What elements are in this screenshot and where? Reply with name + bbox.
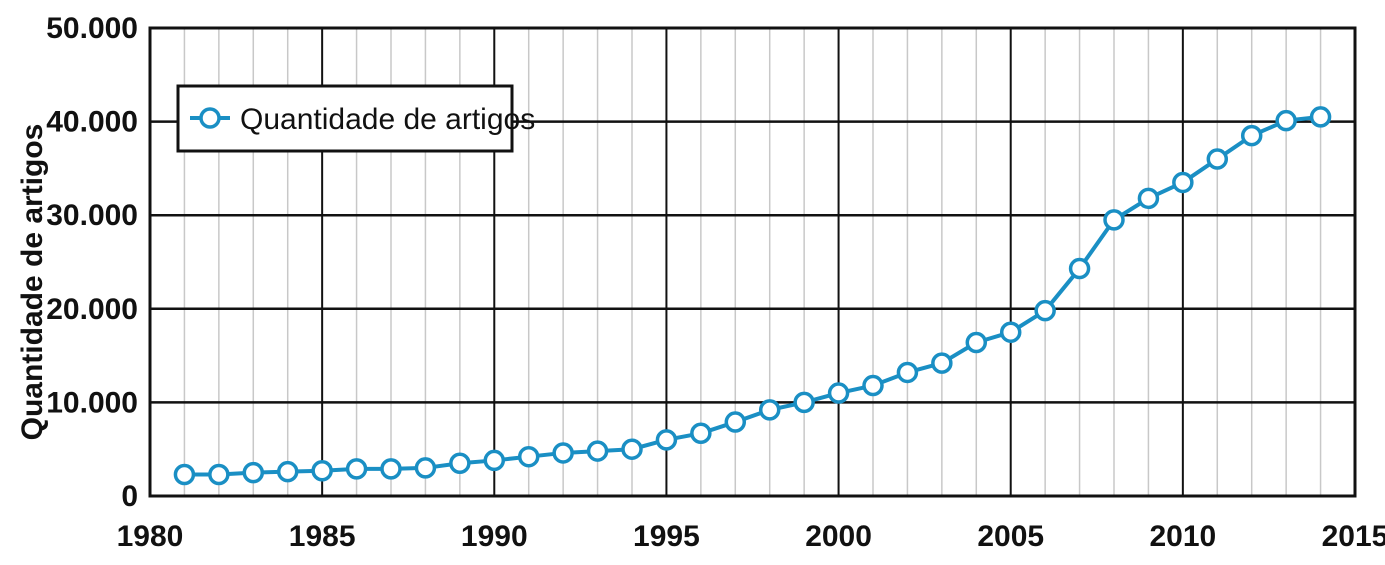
data-point	[1172, 171, 1194, 194]
data-point	[173, 463, 196, 486]
data-point	[1103, 209, 1125, 231]
data-point	[552, 442, 574, 464]
data-point	[311, 459, 333, 482]
legend-series-marker	[199, 107, 221, 129]
series-line	[184, 114, 1321, 477]
y-axis-tick-labels: 0 10.000 20.000 30.000 40.000 50.000	[46, 12, 138, 513]
data-point	[1206, 148, 1229, 170]
y-axis-title: Quantidade de artigos	[16, 124, 49, 441]
x-tick-label: 2010	[1149, 520, 1216, 553]
data-point	[483, 449, 506, 472]
y-tick-label: 40.000	[46, 106, 138, 139]
data-point	[1240, 124, 1263, 147]
data-point	[242, 461, 265, 484]
data-point	[1034, 299, 1056, 322]
data-point	[896, 361, 919, 384]
data-point	[655, 429, 678, 451]
data-point	[208, 463, 230, 486]
x-tick-label: 1995	[633, 520, 700, 553]
data-point	[724, 411, 747, 433]
data-point	[414, 457, 437, 479]
data-point	[621, 438, 643, 460]
data-point	[793, 391, 815, 414]
data-point	[1275, 109, 1297, 132]
data-point	[1309, 106, 1332, 128]
y-tick-label: 20.000	[46, 293, 138, 326]
data-point	[1068, 257, 1091, 280]
x-tick-label: 2015	[1322, 520, 1385, 553]
data-point	[380, 458, 402, 480]
data-point	[999, 321, 1022, 343]
legend-box	[176, 84, 514, 153]
data-point	[965, 331, 988, 354]
series-layer	[173, 106, 1332, 486]
data-point	[449, 452, 471, 474]
y-tick-label: 10.000	[46, 386, 138, 419]
data-point	[862, 374, 884, 397]
x-axis-tick-labels: 1980 1985 1990 1995 2000 2005 2010 2015	[117, 520, 1385, 553]
data-point	[758, 399, 781, 421]
legend-series-label: Quantidade de artigos	[240, 103, 535, 136]
y-tick-label: 0	[121, 480, 138, 513]
data-point	[276, 460, 299, 483]
x-tick-label: 1990	[461, 520, 528, 553]
data-point	[345, 458, 368, 480]
data-point	[586, 440, 609, 462]
x-tick-label: 1980	[117, 520, 184, 553]
x-tick-label: 2005	[977, 520, 1044, 553]
data-point	[827, 382, 850, 404]
x-tick-label: 1985	[289, 520, 356, 553]
data-point	[1137, 187, 1160, 210]
data-point	[517, 445, 540, 468]
y-tick-label: 50.000	[46, 12, 138, 45]
y-tick-label: 30.000	[46, 199, 138, 232]
data-point	[931, 352, 953, 374]
data-point	[690, 422, 712, 445]
x-tick-label: 2000	[805, 520, 872, 553]
legend: Quantidade de artigos	[176, 84, 535, 153]
plot-area-frame	[148, 26, 1357, 498]
